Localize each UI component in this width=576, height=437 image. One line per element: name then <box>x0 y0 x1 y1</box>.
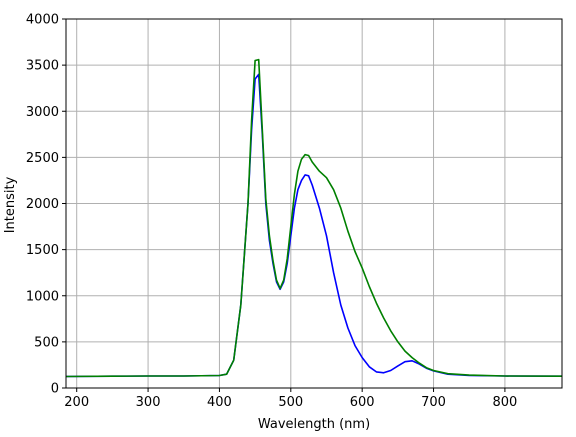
series-layer <box>65 58 563 378</box>
x-tick-label: 700 <box>421 395 446 410</box>
x-tick-label: 800 <box>492 395 517 410</box>
x-tick-label: 500 <box>278 395 303 410</box>
x-tick-label: 600 <box>350 395 375 410</box>
y-tick-label: 1000 <box>26 289 59 304</box>
x-axis-label: Wavelength (nm) <box>258 417 370 432</box>
x-tick-label: 400 <box>207 395 232 410</box>
x-tick-label: 200 <box>64 395 89 410</box>
y-tick-label: 500 <box>34 335 59 350</box>
y-tick-label: 3500 <box>26 59 59 74</box>
y-tick-label: 2000 <box>26 197 59 212</box>
x-axis: 200 300 400 500 600 700 800 <box>64 388 517 410</box>
y-tick-label: 2500 <box>26 151 59 166</box>
y-tick-label: 4000 <box>26 13 59 28</box>
series-line-2 <box>65 58 563 378</box>
x-tick-label: 300 <box>136 395 161 410</box>
y-axis-label: Intensity <box>3 176 18 233</box>
y-tick-label: 1500 <box>26 243 59 258</box>
y-tick-label: 0 <box>51 382 59 397</box>
y-tick-label: 3000 <box>26 105 59 120</box>
y-axis: 0 500 1000 1500 2000 2500 3000 3500 4000 <box>26 13 66 397</box>
series-line-1 <box>65 73 563 378</box>
grid <box>66 18 562 389</box>
